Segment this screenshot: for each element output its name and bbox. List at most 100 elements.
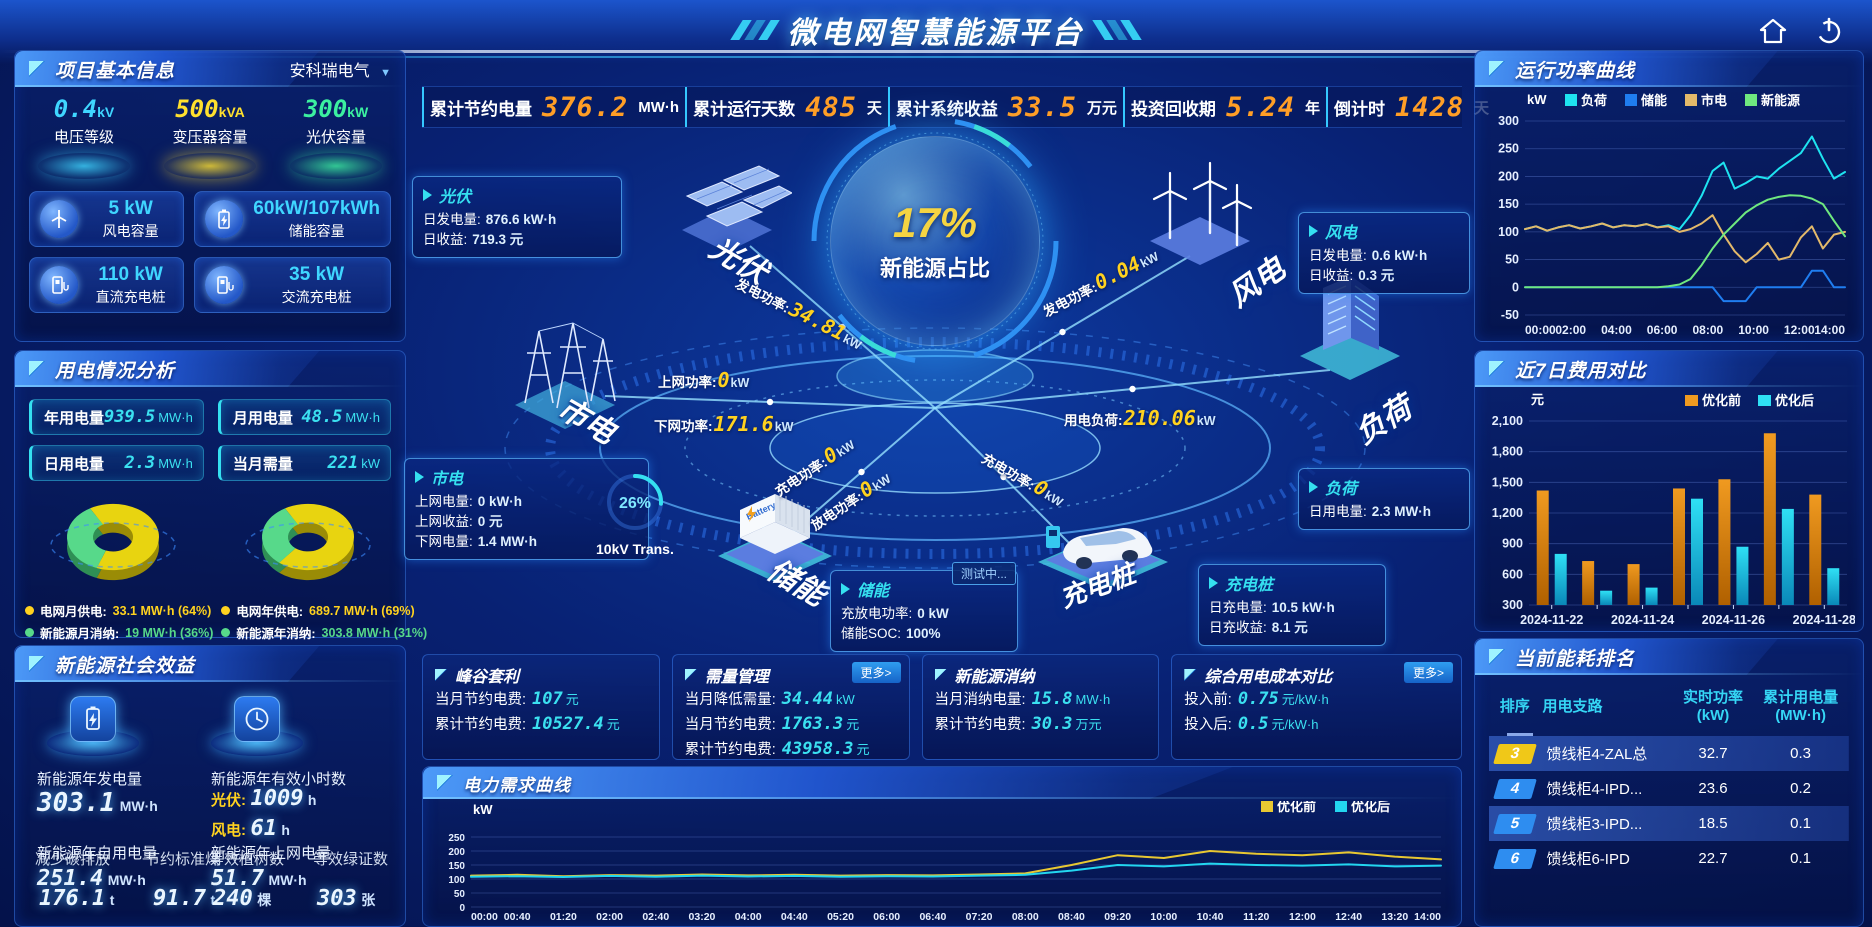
panel-run-power: 运行功率曲线 300 250 200 150 100 50 0 -50 kW 00:00 02:00… <box>1474 50 1864 342</box>
svg-text:10:00: 10:00 <box>1738 323 1769 337</box>
flow-label-2: 下网功率:171.6kW <box>654 412 794 436</box>
panel-power-usage: 用电情况分析 年用电量 939.5 MW·h 月用电量 48.5 MW·h 日用电量 2.3 M… <box>14 350 427 641</box>
benefit-panel-2: 新能源消纳 当月消纳电量: 15.8 MW·h 累计节约电费: 30.3 万元 <box>921 654 1160 760</box>
battery-storage-icon[interactable]: Battery <box>700 476 850 586</box>
home-icon[interactable] <box>1758 16 1788 46</box>
value-to-grid: 51.7 MW·h <box>211 866 307 891</box>
kpi-label: 累计节约电量 <box>430 99 532 119</box>
value-trees: 240 棵 <box>213 886 272 911</box>
svg-text:储能: 储能 <box>1640 93 1667 108</box>
svg-text:09:20: 09:20 <box>1104 911 1131 923</box>
wind-turbines-icon[interactable] <box>1125 153 1265 268</box>
ac-charger-icon <box>205 266 244 304</box>
table-row-6[interactable]: 6 馈线柜6-IPD 22.7 0.1 <box>1489 841 1849 876</box>
svg-text:-50: -50 <box>1501 308 1519 322</box>
svg-text:00:00: 00:00 <box>1525 323 1556 337</box>
info-line: 日用电量: 2.3 MW·h <box>1309 504 1432 519</box>
info-box-pv: 光伏 日发电量: 876.6 kW·h 日收益: 719.3 元 <box>412 176 622 258</box>
svg-text:优化后: 优化后 <box>1351 801 1390 814</box>
info-line: 日发电量: 876.6 kW·h <box>423 212 557 227</box>
grid-towers-icon[interactable] <box>495 313 635 433</box>
svg-text:12:00: 12:00 <box>1289 911 1316 923</box>
info-box-title: 储能 <box>841 577 1007 601</box>
kpi-value: 376.2 <box>542 91 629 123</box>
company-dropdown[interactable]: 安科瑞电气 ▼ <box>289 63 391 80</box>
info-box-title: 市电 <box>415 465 638 489</box>
more-button[interactable]: 更多> <box>851 662 901 683</box>
legend-value: 689.7 MW·h (69%) <box>309 603 415 618</box>
value-self-use: 251.4 MW·h <box>37 866 146 891</box>
arrow-icon <box>415 471 424 483</box>
arrow-icon <box>841 583 850 595</box>
rank-badge: 5 <box>1492 813 1537 834</box>
benefit-panel-head: 综合用电成本对比 <box>1184 663 1449 687</box>
panel-corner-icon <box>435 669 447 681</box>
svg-text:2024-11-26: 2024-11-26 <box>1702 613 1765 627</box>
card-label: 风电容量 <box>102 222 159 239</box>
capacity-card-0: 5 kW 风电容量 <box>29 191 185 247</box>
panel-corner-icon <box>1184 669 1197 681</box>
benefit-panel-head: 峰谷套利 <box>435 663 647 687</box>
more-button[interactable]: 更多> <box>1403 662 1453 683</box>
load-building-icon[interactable] <box>1285 260 1415 385</box>
svg-text:2024-11-28: 2024-11-28 <box>1793 613 1855 627</box>
table-row-3[interactable]: 3 馈线柜4-ZAL总 32.7 0.3 <box>1489 736 1849 771</box>
card-value: 35 kW <box>289 263 345 285</box>
podium-label: 光伏容量 <box>305 129 366 146</box>
arrow-icon <box>1309 225 1318 237</box>
svg-text:kW: kW <box>473 802 493 817</box>
table-row-5[interactable]: 5 馈线柜3-IPD... 18.5 0.1 <box>1489 806 1849 841</box>
transformer-gauge: 26% 10kV Trans. <box>596 470 674 557</box>
podium-disc <box>164 153 256 179</box>
total-energy: 0.1 <box>1790 815 1812 832</box>
card-label: 交流充电桩 <box>281 288 352 305</box>
total-energy: 0.1 <box>1790 850 1812 867</box>
svg-text:2024-11-24: 2024-11-24 <box>1611 613 1674 627</box>
svg-text:08:40: 08:40 <box>1058 911 1085 923</box>
legend-value: 33.1 MW·h (64%) <box>112 603 212 618</box>
svg-text:1,800: 1,800 <box>1492 445 1523 459</box>
info-line: 上网电量: 0 kW·h <box>415 494 523 509</box>
card-value: 110 kW <box>98 263 163 285</box>
capacity-card-1: 60kW/107kWh 储能容量 <box>194 191 391 247</box>
svg-text:1,500: 1,500 <box>1492 475 1523 489</box>
benefit-panel-head: 新能源消纳 <box>934 663 1147 687</box>
ranking-table-header: 排序 用电支路 实时功率 (kW) 累计用电量 (MW·h) <box>1489 683 1849 727</box>
svg-text:0: 0 <box>1512 280 1519 294</box>
svg-text:14:00: 14:00 <box>1414 911 1441 923</box>
power-icon[interactable] <box>1814 16 1844 46</box>
solar-panels-icon[interactable] <box>662 158 792 258</box>
value-coal: 91.7 t <box>153 886 216 911</box>
table-row-4[interactable]: 4 馈线柜4-IPD... 23.6 0.2 <box>1489 771 1849 806</box>
svg-text:50: 50 <box>454 889 466 900</box>
podium-value: 500kVA <box>175 95 245 123</box>
panel-title: 当前能耗排名 <box>1515 648 1636 670</box>
panel-cost-compare: 近7日费用对比 2,100 1,800 1,500 1,200 900 600 300 元 20… <box>1474 350 1864 632</box>
panel-energy-ranking: 当前能耗排名 排序 用电支路 实时功率 (kW) 累计用电量 (MW·h) 3 馈线柜4-Z… <box>1474 638 1864 927</box>
realtime-power: 23.6 <box>1698 780 1728 797</box>
usage-chip-2: 日用电量 2.3 MW·h <box>29 445 204 481</box>
kpi-stat-2: 累计系统收益 33.5 万元 <box>887 87 1123 127</box>
svg-text:优化后: 优化后 <box>1775 393 1814 408</box>
svg-text:06:40: 06:40 <box>919 911 946 923</box>
benefit-panel-title: 需量管理 <box>704 669 769 686</box>
benefit-panel-0: 峰谷套利 当月节约电费: 107 元累计节约电费: 10527.4 元 <box>422 654 660 760</box>
info-line: 日充收益: 8.1 元 <box>1209 620 1308 635</box>
header-title-wrap: 微电网智慧能源平台 <box>730 8 1142 52</box>
ev-charger-icon[interactable] <box>1018 490 1178 595</box>
arrow-icon <box>423 189 432 201</box>
arrow-icon <box>1309 481 1318 493</box>
dc-charger-icon <box>40 266 78 304</box>
svg-text:04:00: 04:00 <box>735 911 762 923</box>
benefit-row: 累计节约电费: 10527.4 元 <box>435 714 620 734</box>
demand-curve-chart: 250 200 150 100 50 0 kW 00:00 00:40 01:20 02:00 02:… <box>448 799 1442 923</box>
card-label: 直流充电桩 <box>95 288 166 305</box>
podium-value: 300kW <box>303 95 369 123</box>
card-value: 60kW/107kWh <box>253 197 380 219</box>
svg-text:08:00: 08:00 <box>1693 323 1724 337</box>
panel-title: 用电情况分析 <box>55 360 176 382</box>
kpi-stat-3: 投资回收期 5.24 年 <box>1122 87 1326 127</box>
gauge-label: 10kV Trans. <box>596 541 674 557</box>
value-pv-hours: 光伏: 1009 h <box>211 786 317 811</box>
svg-text:100: 100 <box>448 875 465 886</box>
